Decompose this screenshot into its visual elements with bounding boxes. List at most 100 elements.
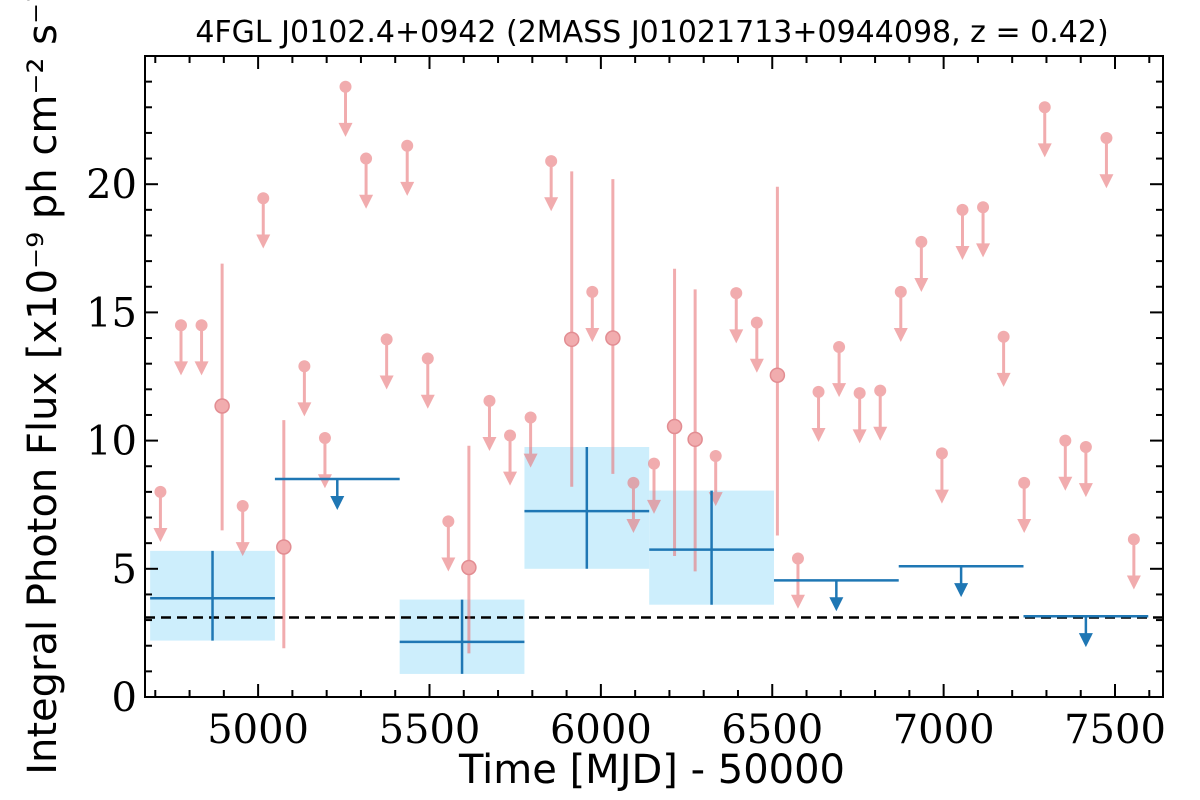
short-bin-point-34 <box>852 387 867 444</box>
y-tick-label: 10 <box>86 419 137 465</box>
short-bin-marker <box>483 394 496 407</box>
short-bin-point-28 <box>729 287 744 344</box>
x-tick-label: 6000 <box>550 707 652 753</box>
short-bin-marker <box>977 201 990 214</box>
short-bin-marker <box>812 385 825 398</box>
short-bin-arrow-head <box>400 181 415 196</box>
short-bin-point-24 <box>647 457 661 514</box>
short-bin-arrow-head <box>441 557 456 572</box>
short-bin-arrow-head <box>256 234 271 249</box>
short-bin-point-36 <box>893 285 908 343</box>
short-bin-point-19 <box>544 155 559 212</box>
short-bin-point-42 <box>1017 476 1032 534</box>
y-tick-label: 5 <box>112 547 137 593</box>
short-bin-point-13 <box>420 352 435 409</box>
long-bin-series <box>150 447 1149 674</box>
short-bin-point-4 <box>235 499 250 557</box>
short-bin-arrow-head <box>893 328 908 343</box>
short-bin-marker <box>687 431 703 448</box>
short-bin-marker <box>915 235 928 248</box>
short-bin-marker <box>195 319 208 332</box>
short-bin-point-45 <box>1078 441 1093 498</box>
short-bin-arrow-head <box>852 429 867 444</box>
short-bin-marker <box>214 398 230 414</box>
short-bin-point-35 <box>873 384 888 441</box>
short-bin-point-37 <box>914 235 929 293</box>
short-bin-point-11 <box>379 333 394 390</box>
short-bin-marker <box>318 432 331 445</box>
short-bin-marker <box>586 285 599 298</box>
short-bin-point-20 <box>563 171 580 487</box>
short-bin-arrow-head <box>317 474 332 489</box>
short-bin-arrow-head <box>626 519 641 534</box>
short-bin-arrow-head <box>544 197 559 212</box>
long-bin-arrow-head <box>829 597 844 612</box>
short-bin-point-47 <box>1126 533 1141 590</box>
short-bin-point-18 <box>523 411 538 468</box>
short-bin-arrow-head <box>1126 575 1141 590</box>
short-bin-marker <box>563 331 580 348</box>
x-tick-label: 5500 <box>379 707 481 753</box>
short-bin-marker <box>1100 132 1113 145</box>
short-bin-arrow-head <box>194 361 209 376</box>
short-bin-arrow-head <box>235 542 250 557</box>
short-bin-marker <box>298 360 311 373</box>
short-bin-point-30 <box>769 186 786 536</box>
short-bin-point-23 <box>626 476 641 534</box>
short-bin-marker <box>1127 533 1140 546</box>
axis-ticks <box>145 55 1163 698</box>
short-bin-point-25 <box>666 268 683 556</box>
short-bin-arrow-head <box>338 122 353 137</box>
short-bin-point-12 <box>400 139 415 196</box>
short-bin-series <box>153 80 1141 654</box>
short-bin-point-2 <box>194 319 209 376</box>
short-bin-marker <box>935 447 948 460</box>
short-bin-marker <box>360 152 373 165</box>
short-bin-point-21 <box>585 285 600 343</box>
short-bin-marker <box>380 333 393 346</box>
short-bin-arrow-head <box>873 426 888 441</box>
short-bin-marker <box>442 515 455 528</box>
long-bin-point-2 <box>399 599 525 674</box>
short-bin-point-7 <box>297 360 312 417</box>
short-bin-point-27 <box>708 449 723 507</box>
short-bin-marker <box>276 539 292 555</box>
y-tick-label: 0 <box>112 675 137 721</box>
short-bin-marker <box>421 352 434 365</box>
short-bin-marker <box>461 559 477 576</box>
short-bin-arrow-head <box>173 361 188 376</box>
short-bin-arrow-head <box>482 437 497 452</box>
short-bin-point-0 <box>153 485 168 543</box>
short-bin-point-32 <box>811 385 826 443</box>
short-bin-marker <box>174 319 187 332</box>
short-bin-marker <box>853 387 866 400</box>
short-bin-marker <box>833 341 846 354</box>
short-bin-marker <box>627 476 640 489</box>
short-bin-point-22 <box>605 179 621 474</box>
short-bin-point-29 <box>749 316 764 373</box>
short-bin-point-3 <box>214 263 230 531</box>
short-bin-marker <box>791 552 804 565</box>
long-bin-arrow-head <box>1078 633 1093 648</box>
short-bin-arrow-head <box>749 358 764 373</box>
x-tick-label: 7500 <box>1064 707 1166 753</box>
y-axis-label: Integral Photon Flux [x10⁻⁹ ph cm⁻² s⁻¹] <box>20 0 66 775</box>
short-bin-marker <box>666 418 683 435</box>
short-bin-point-14 <box>441 515 456 572</box>
short-bin-marker <box>605 330 621 346</box>
short-bin-point-38 <box>934 447 949 504</box>
long-bin-point-0 <box>150 550 275 641</box>
long-bin-point-7 <box>1023 614 1149 648</box>
short-bin-arrow-head <box>1017 519 1032 534</box>
short-bin-point-39 <box>955 203 970 260</box>
short-bin-point-40 <box>976 201 991 258</box>
tick-labels: 5000 5500 6000 6500 7000 7500 0 5 10 15 20 <box>86 162 1166 753</box>
short-bin-arrow-head <box>729 329 744 344</box>
short-bin-arrow-head <box>523 453 538 468</box>
short-bin-marker <box>750 316 763 329</box>
short-bin-arrow-head <box>647 499 661 514</box>
short-bin-point-26 <box>687 289 703 572</box>
plot-border <box>144 55 1164 698</box>
short-bin-point-15 <box>461 445 477 654</box>
short-bin-marker <box>1038 101 1051 114</box>
